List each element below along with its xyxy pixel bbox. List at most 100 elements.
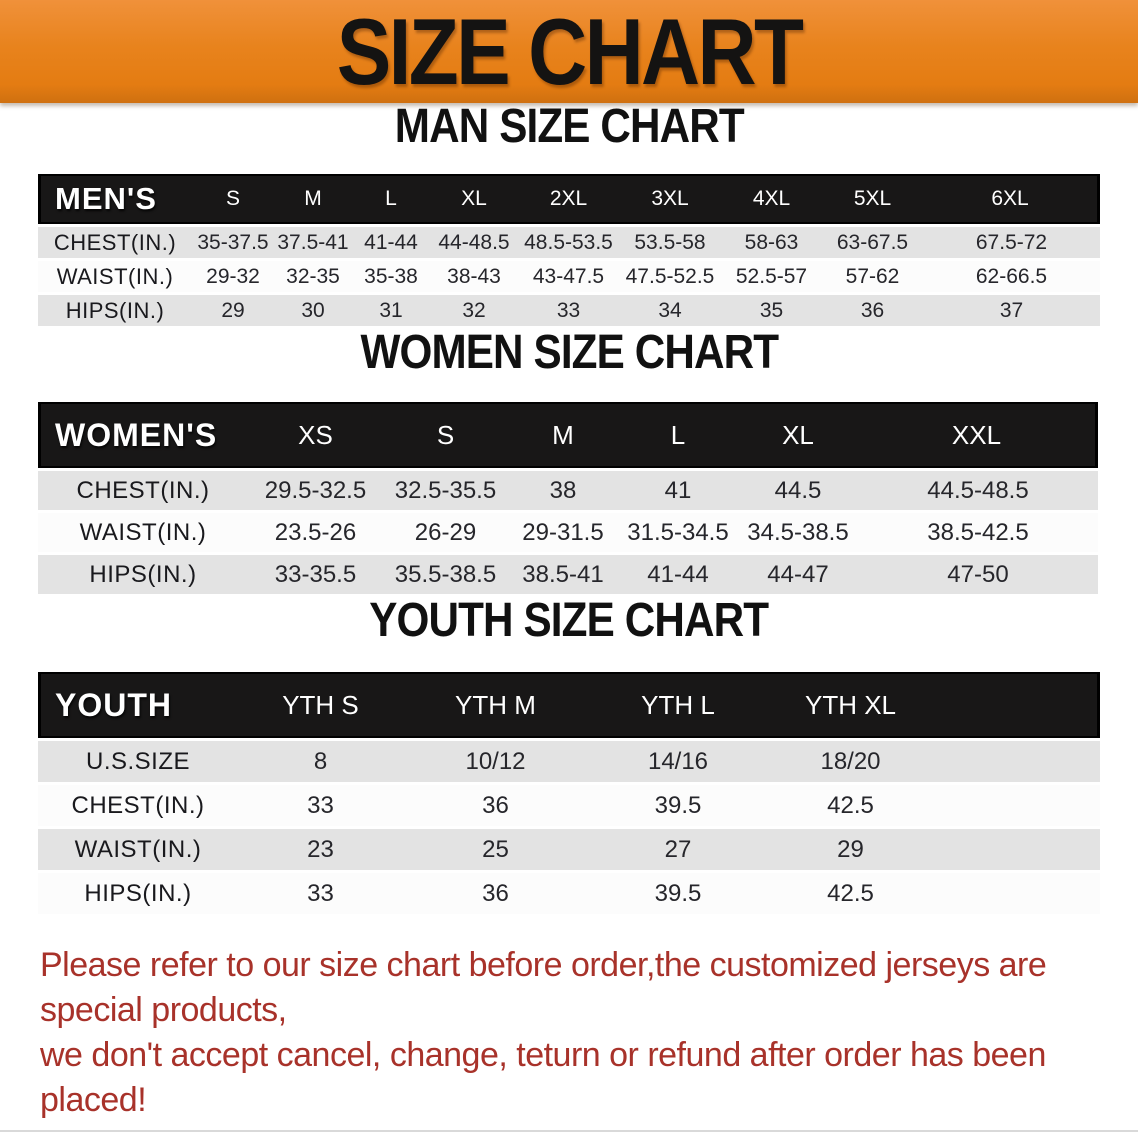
size-cell: 57-62 — [822, 261, 923, 292]
men-column-header: 3XL — [619, 174, 721, 224]
men-section-heading-text: MAN SIZE CHART — [394, 100, 744, 153]
size-cell: 31 — [352, 295, 430, 326]
row-label: WAIST(IN.) — [38, 261, 192, 292]
youth-size-table: YOUTH YTH S YTH M YTH L YTH XL U.S.SIZE … — [38, 669, 1100, 917]
size-cell: 31.5-34.5 — [618, 513, 738, 552]
banner-title: SIZE CHART — [336, 0, 804, 104]
women-column-header: XS — [248, 402, 383, 468]
spacer-cell — [933, 785, 1100, 826]
size-cell: 18/20 — [768, 741, 933, 782]
row-label: WAIST(IN.) — [38, 829, 238, 870]
men-table-label: MEN'S — [38, 174, 192, 224]
size-cell: 34.5-38.5 — [738, 513, 858, 552]
size-cell: 39.5 — [588, 873, 768, 914]
spacer-column — [933, 672, 1100, 738]
size-cell: 26-29 — [383, 513, 508, 552]
disclaimer: Please refer to our size chart before or… — [0, 943, 1138, 1123]
women-section-heading-text: WOMEN SIZE CHART — [360, 326, 779, 379]
men-chest-row: CHEST(IN.) 35-37.5 37.5-41 41-44 44-48.5… — [38, 227, 1100, 258]
size-cell: 14/16 — [588, 741, 768, 782]
men-section-heading: MAN SIZE CHART — [0, 103, 1138, 151]
size-cell: 32 — [430, 295, 518, 326]
youth-hips-row: HIPS(IN.) 33 36 39.5 42.5 — [38, 873, 1100, 914]
men-column-header: L — [352, 174, 430, 224]
size-cell: 41-44 — [618, 555, 738, 594]
size-cell: 10/12 — [403, 741, 588, 782]
size-cell: 62-66.5 — [923, 261, 1100, 292]
row-label: CHEST(IN.) — [38, 785, 238, 826]
row-label: U.S.SIZE — [38, 741, 238, 782]
size-cell: 42.5 — [768, 785, 933, 826]
size-cell: 35-37.5 — [192, 227, 274, 258]
size-cell: 53.5-58 — [619, 227, 721, 258]
men-size-table: MEN'S S M L XL 2XL 3XL 4XL 5XL 6XL CHEST… — [38, 171, 1100, 329]
size-cell: 63-67.5 — [822, 227, 923, 258]
size-cell: 32.5-35.5 — [383, 471, 508, 510]
size-cell: 36 — [403, 873, 588, 914]
row-label: HIPS(IN.) — [38, 295, 192, 326]
size-cell: 47.5-52.5 — [619, 261, 721, 292]
size-cell: 44.5 — [738, 471, 858, 510]
size-cell: 33-35.5 — [248, 555, 383, 594]
size-cell: 32-35 — [274, 261, 352, 292]
men-header-row: MEN'S S M L XL 2XL 3XL 4XL 5XL 6XL — [38, 174, 1100, 224]
men-column-header: 2XL — [518, 174, 619, 224]
women-column-header: S — [383, 402, 508, 468]
women-table-label: WOMEN'S — [38, 402, 248, 468]
size-cell: 44-47 — [738, 555, 858, 594]
size-cell: 35 — [721, 295, 822, 326]
size-cell: 36 — [822, 295, 923, 326]
youth-ussize-row: U.S.SIZE 8 10/12 14/16 18/20 — [38, 741, 1100, 782]
size-cell: 38-43 — [430, 261, 518, 292]
youth-section-heading-text: YOUTH SIZE CHART — [369, 594, 770, 647]
size-cell: 38.5-42.5 — [858, 513, 1098, 552]
row-label: CHEST(IN.) — [38, 471, 248, 510]
size-cell: 29-31.5 — [508, 513, 618, 552]
size-cell: 47-50 — [858, 555, 1098, 594]
women-column-header: XL — [738, 402, 858, 468]
women-column-header: L — [618, 402, 738, 468]
spacer-cell — [933, 829, 1100, 870]
size-cell: 29.5-32.5 — [248, 471, 383, 510]
men-column-header: 6XL — [923, 174, 1100, 224]
youth-section-heading: YOUTH SIZE CHART — [0, 597, 1138, 645]
men-column-header: 5XL — [822, 174, 923, 224]
youth-column-header: YTH XL — [768, 672, 933, 738]
spacer-cell — [933, 873, 1100, 914]
men-hips-row: HIPS(IN.) 29 30 31 32 33 34 35 36 37 — [38, 295, 1100, 326]
size-cell: 29 — [768, 829, 933, 870]
size-cell: 36 — [403, 785, 588, 826]
size-cell: 27 — [588, 829, 768, 870]
men-waist-row: WAIST(IN.) 29-32 32-35 35-38 38-43 43-47… — [38, 261, 1100, 292]
size-cell: 44.5-48.5 — [858, 471, 1098, 510]
youth-column-header: YTH S — [238, 672, 403, 738]
men-column-header: 4XL — [721, 174, 822, 224]
size-cell: 44-48.5 — [430, 227, 518, 258]
women-column-header: M — [508, 402, 618, 468]
youth-table-label: YOUTH — [38, 672, 238, 738]
size-cell: 58-63 — [721, 227, 822, 258]
size-cell: 42.5 — [768, 873, 933, 914]
size-cell: 29-32 — [192, 261, 274, 292]
size-cell: 23 — [238, 829, 403, 870]
women-waist-row: WAIST(IN.) 23.5-26 26-29 29-31.5 31.5-34… — [38, 513, 1098, 552]
size-cell: 35.5-38.5 — [383, 555, 508, 594]
size-cell: 37.5-41 — [274, 227, 352, 258]
men-column-header: M — [274, 174, 352, 224]
size-cell: 39.5 — [588, 785, 768, 826]
women-size-table: WOMEN'S XS S M L XL XXL CHEST(IN.) 29.5-… — [38, 399, 1098, 597]
men-column-header: XL — [430, 174, 518, 224]
size-cell: 33 — [238, 873, 403, 914]
women-section-heading: WOMEN SIZE CHART — [0, 329, 1138, 377]
women-hips-row: HIPS(IN.) 33-35.5 35.5-38.5 38.5-41 41-4… — [38, 555, 1098, 594]
men-column-header: S — [192, 174, 274, 224]
banner: SIZE CHART — [0, 0, 1138, 103]
row-label: CHEST(IN.) — [38, 227, 192, 258]
disclaimer-line-2: we don't accept cancel, change, teturn o… — [40, 1036, 1046, 1119]
women-chest-row: CHEST(IN.) 29.5-32.5 32.5-35.5 38 41 44.… — [38, 471, 1098, 510]
size-cell: 41-44 — [352, 227, 430, 258]
size-cell: 35-38 — [352, 261, 430, 292]
women-column-header: XXL — [858, 402, 1098, 468]
youth-column-header: YTH M — [403, 672, 588, 738]
size-cell: 38 — [508, 471, 618, 510]
